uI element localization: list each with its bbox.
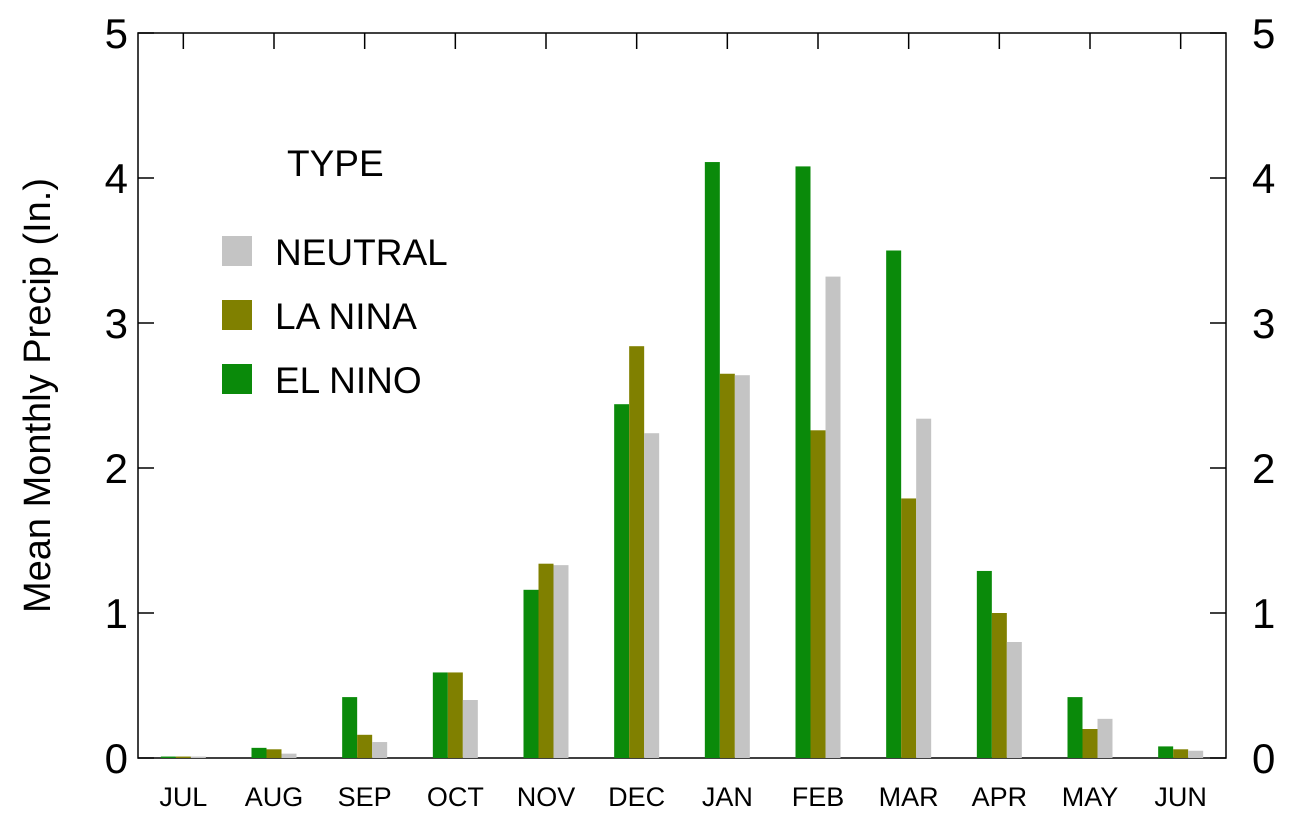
legend-swatch-el-nino [222,364,252,394]
x-tick-label: SEP [338,782,392,809]
bar-neutral-feb [826,277,841,758]
bar-neutral-jan [735,375,750,758]
bar-el-nino-may [1068,697,1083,758]
x-tick-label: JUN [1154,782,1207,809]
bar-el-nino-apr [977,571,992,758]
bar-la-nina-aug [267,749,282,758]
legend-label-neutral: NEUTRAL [275,232,448,273]
bar-el-nino-mar [886,251,901,759]
y-tick-label-left: 3 [105,300,128,347]
legend-label-la-nina: LA NINA [275,296,417,337]
bar-neutral-aug [282,754,297,758]
y-tick-label-right: 2 [1252,445,1275,492]
legend: TYPE NEUTRAL LA NINA EL NINO [222,143,448,401]
bar-neutral-mar [916,419,931,758]
y-tick-label-left: 0 [105,735,128,782]
bar-la-nina-jul [176,757,191,758]
x-tick-label: FEB [792,782,845,809]
x-tick-label: JUL [159,782,207,809]
legend-title: TYPE [287,143,384,184]
bar-la-nina-sep [357,735,372,758]
bar-neutral-oct [463,700,478,758]
bar-la-nina-nov [539,564,554,758]
x-tick-label: AUG [245,782,304,809]
y-tick-label-right: 5 [1252,10,1275,57]
bar-el-nino-jul [161,757,176,758]
x-tick-label: JAN [702,782,753,809]
bar-neutral-dec [644,433,659,758]
bar-neutral-jun [1188,751,1203,758]
x-tick-label: MAR [879,782,939,809]
bar-el-nino-jun [1158,746,1173,758]
bar-la-nina-jun [1173,749,1188,758]
x-tick-label: DEC [608,782,665,809]
bar-el-nino-nov [524,590,539,758]
x-tick-label: MAY [1062,782,1119,809]
bar-la-nina-jan [720,374,735,758]
y-axis-title: Mean Monthly Precip (In.) [17,178,59,613]
x-tick-label: APR [972,782,1028,809]
y-tick-label-right: 3 [1252,300,1275,347]
bar-neutral-jul [191,757,206,758]
y-tick-label-left: 1 [105,590,128,637]
x-tick-label: NOV [517,782,576,809]
bar-el-nino-jan [705,162,720,758]
bar-neutral-may [1098,719,1113,758]
y-tick-label-right: 4 [1252,155,1275,202]
y-tick-label-right: 1 [1252,590,1275,637]
bar-el-nino-oct [433,672,448,758]
bar-la-nina-dec [629,346,644,758]
bar-la-nina-mar [901,498,916,758]
bar-la-nina-apr [992,613,1007,758]
bar-el-nino-feb [796,166,811,758]
y-tick-label-left: 4 [105,155,128,202]
bar-el-nino-dec [614,404,629,758]
bar-la-nina-feb [811,430,826,758]
bar-neutral-nov [554,565,569,758]
x-tick-label: OCT [427,782,484,809]
bar-el-nino-sep [342,697,357,758]
legend-swatch-la-nina [222,300,252,330]
y-tick-label-right: 0 [1252,735,1275,782]
legend-swatch-neutral [222,236,252,266]
bar-neutral-apr [1007,642,1022,758]
bar-el-nino-aug [252,748,267,758]
legend-label-el-nino: EL NINO [275,360,422,401]
y-tick-label-left: 2 [105,445,128,492]
bar-neutral-sep [372,742,387,758]
bar-la-nina-oct [448,672,463,758]
y-tick-label-left: 5 [105,10,128,57]
bar-la-nina-may [1083,729,1098,758]
